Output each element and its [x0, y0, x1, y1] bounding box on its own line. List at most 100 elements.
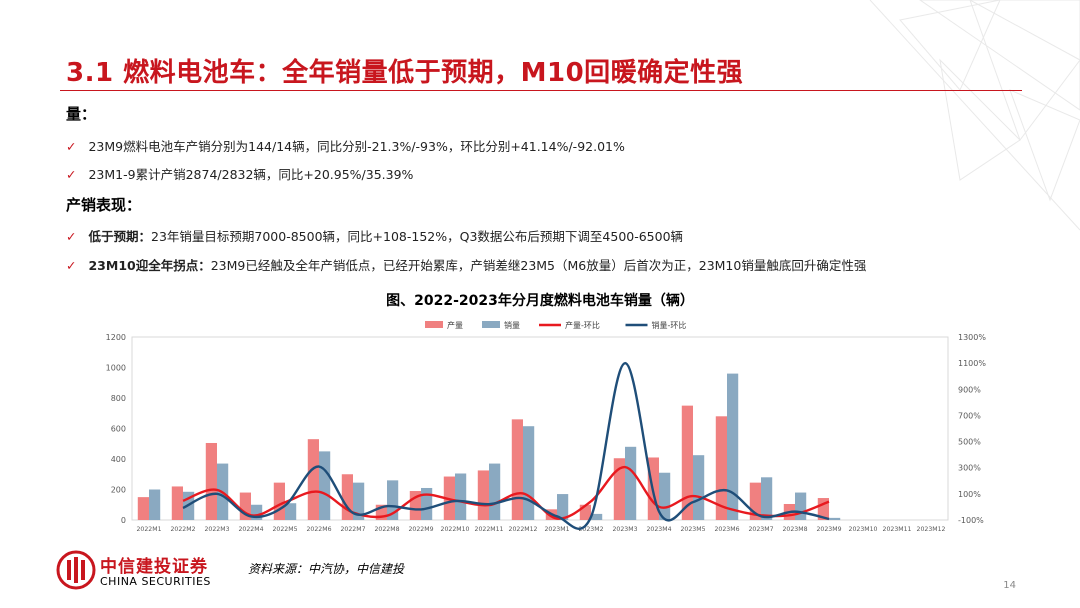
- legend-label: 产量: [447, 320, 463, 330]
- bar-sales: [149, 489, 161, 520]
- check-icon: ✓: [66, 167, 77, 182]
- bullet-item: ✓ 低于预期：23年销量目标预期7000-8500辆，同比+108-152%，Q3…: [66, 229, 684, 244]
- x-axis-tick-label: 2022M7: [340, 526, 365, 533]
- bar-production: [477, 470, 489, 520]
- bar-production: [205, 442, 217, 520]
- x-axis-tick-label: 2023M11: [883, 526, 912, 533]
- bar-sales: [693, 455, 705, 520]
- x-axis-tick-label: 2022M3: [204, 526, 229, 533]
- logo-text-en: CHINA SECURITIES: [100, 575, 211, 588]
- x-axis-tick-label: 2022M11: [475, 526, 504, 533]
- right-axis-tick-label: 1300%: [958, 333, 986, 342]
- bar-sales: [319, 451, 331, 521]
- x-axis-tick-label: 2022M2: [170, 526, 195, 533]
- x-axis-tick-label: 2022M6: [306, 526, 331, 533]
- bar-sales: [591, 513, 603, 520]
- legend-swatch: [425, 321, 443, 328]
- bar-sales: [353, 482, 365, 520]
- bullet-item: ✓ 23M10迎全年拐点：23M9已经触及全年产销低点，已经开始累库，产销差继23…: [66, 258, 867, 273]
- left-axis-tick-label: 400: [111, 455, 126, 464]
- bar-sales: [387, 480, 399, 520]
- bar-production: [137, 497, 149, 521]
- bar-production: [817, 498, 829, 520]
- x-axis-tick-label: 2022M8: [374, 526, 399, 533]
- bar-production: [749, 482, 761, 520]
- x-axis-tick-label: 2022M1: [136, 526, 161, 533]
- page-title: 3.1 燃料电池车：全年销量低于预期，M10回暖确定性强: [66, 58, 744, 88]
- bullet-item: ✓ 23M9燃料电池车产销分别为144/14辆，同比分别-21.3%/-93%，环…: [66, 139, 625, 154]
- title-divider: [60, 90, 1022, 91]
- check-icon: ✓: [66, 229, 77, 244]
- right-axis-tick-label: 500%: [958, 438, 981, 447]
- left-axis-tick-label: 1200: [106, 333, 126, 342]
- bar-sales: [285, 503, 297, 520]
- page-number: 14: [1003, 580, 1016, 591]
- bar-production: [511, 419, 523, 520]
- bar-sales: [761, 477, 773, 520]
- right-axis-tick-label: -100%: [958, 516, 984, 525]
- left-axis-tick-label: 0: [121, 516, 126, 525]
- left-axis-tick-label: 1000: [106, 364, 126, 373]
- x-axis-tick-label: 2023M2: [578, 526, 603, 533]
- bar-production: [307, 439, 319, 520]
- section-heading-volume: 量：: [66, 105, 97, 123]
- left-axis-tick-label: 800: [111, 394, 126, 403]
- x-axis-tick-label: 2023M7: [748, 526, 773, 533]
- corner-decoration: [869, 0, 1080, 231]
- right-axis-tick-label: 700%: [958, 411, 981, 420]
- check-icon: ✓: [66, 139, 77, 154]
- bar-production: [579, 504, 591, 520]
- bar-sales: [829, 517, 841, 520]
- left-axis-tick-label: 600: [111, 425, 126, 434]
- bar-sales: [455, 473, 467, 520]
- bar-sales: [727, 373, 739, 520]
- bar-production: [375, 504, 387, 520]
- x-axis-tick-label: 2022M10: [441, 526, 470, 533]
- x-axis-tick-label: 2023M6: [714, 526, 739, 533]
- right-axis-tick-label: 100%: [958, 490, 981, 499]
- bar-sales: [421, 487, 433, 520]
- bar-production: [273, 482, 285, 520]
- bar-production: [171, 486, 183, 520]
- legend-label: 销量: [504, 320, 520, 330]
- company-logo: 中信建投证券 CHINA SECURITIES: [56, 548, 246, 594]
- plot-frame: [131, 336, 949, 521]
- logo-text-cn: 中信建投证券: [100, 557, 208, 577]
- left-axis-tick-label: 200: [111, 486, 126, 495]
- legend-label: 销量-环比: [652, 320, 687, 330]
- bar-sales: [795, 492, 807, 520]
- x-axis-tick-label: 2022M12: [509, 526, 538, 533]
- right-axis-tick-label: 1100%: [958, 359, 986, 368]
- bar-production: [239, 492, 251, 520]
- x-axis-tick-label: 2023M5: [680, 526, 705, 533]
- bullet-item: ✓ 23M1-9累计产销2874/2832辆，同比+20.95%/35.39%: [66, 167, 414, 182]
- chart-title: 图、2022-2023年分月度燃料电池车销量（辆）: [386, 293, 694, 309]
- bar-production: [613, 458, 625, 520]
- line-sales-mom: [182, 361, 830, 530]
- line-production-mom: [182, 465, 830, 520]
- x-axis-tick-label: 2023M10: [849, 526, 878, 533]
- x-axis-tick-label: 2023M3: [612, 526, 637, 533]
- x-axis-tick-label: 2022M9: [408, 526, 433, 533]
- right-axis-tick-label: 300%: [958, 464, 981, 473]
- bar-production: [341, 474, 353, 520]
- bar-production: [409, 491, 421, 520]
- x-axis-tick-label: 2023M12: [917, 526, 946, 533]
- x-axis-tick-label: 2023M8: [782, 526, 807, 533]
- bar-production: [715, 416, 727, 520]
- x-axis-tick-label: 2023M9: [816, 526, 841, 533]
- bar-sales: [523, 426, 535, 520]
- x-axis-tick-label: 2023M4: [646, 526, 671, 533]
- legend-swatch: [482, 321, 500, 328]
- section-heading-performance: 产销表现：: [66, 196, 142, 214]
- bar-sales: [557, 494, 569, 520]
- logo-emblem-icon: [56, 550, 96, 590]
- check-icon: ✓: [66, 258, 77, 273]
- bar-sales: [659, 472, 671, 520]
- bar-sales: [251, 504, 263, 520]
- right-axis-tick-label: 900%: [958, 385, 981, 394]
- x-axis-tick-label: 2023M1: [544, 526, 569, 533]
- x-axis-tick-label: 2022M4: [238, 526, 263, 533]
- legend-label: 产量-环比: [565, 320, 600, 330]
